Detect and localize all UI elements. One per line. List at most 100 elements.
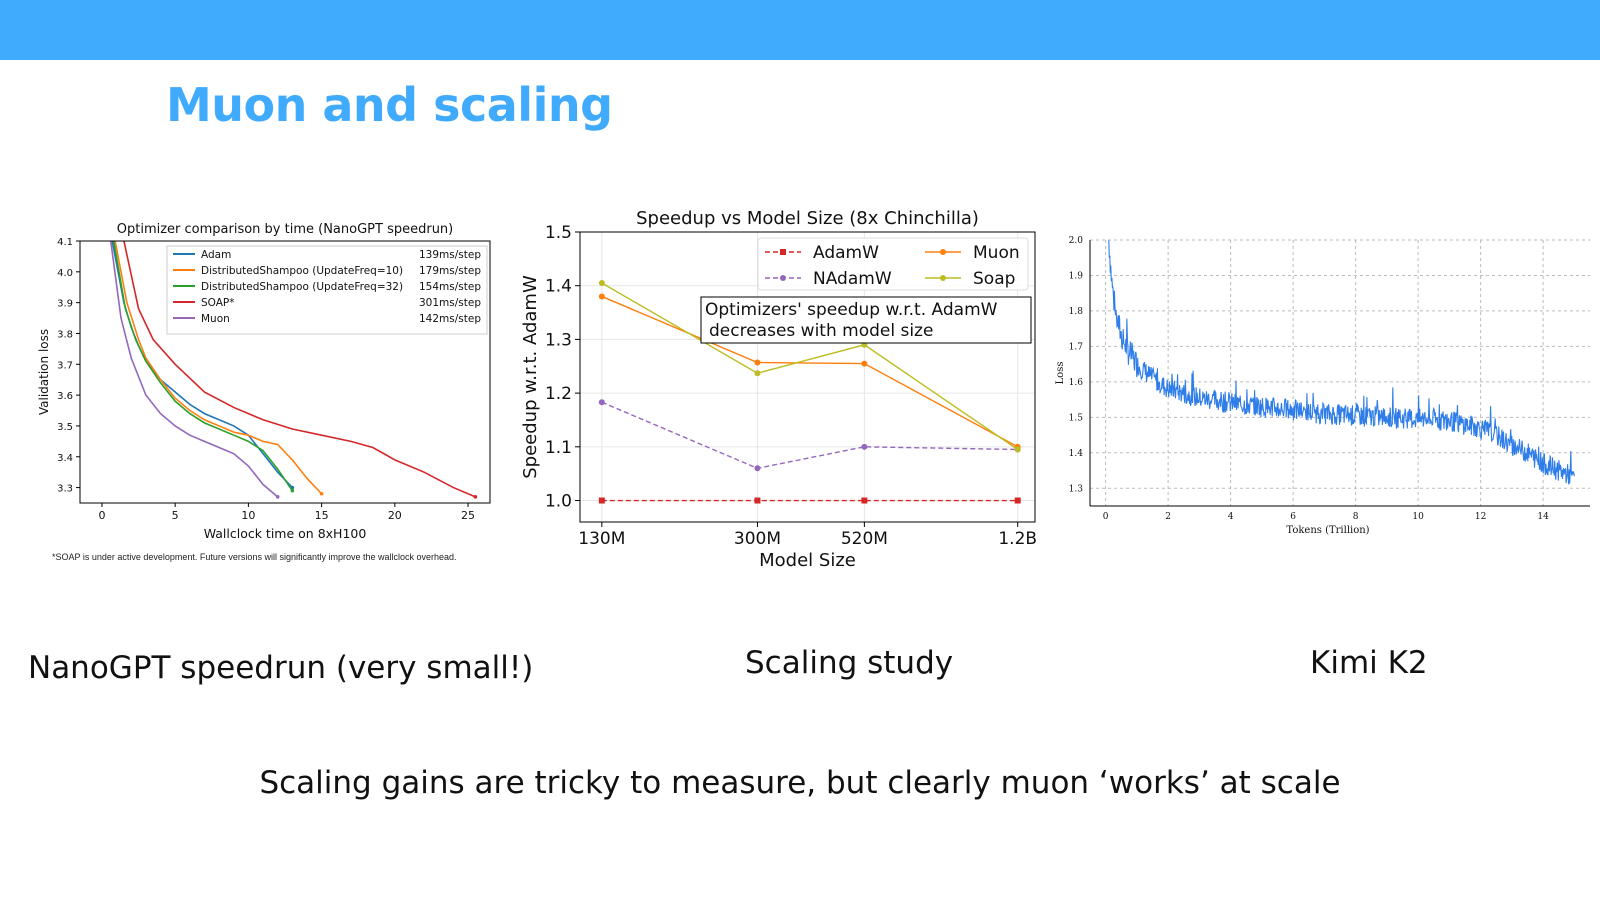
data-point-1-1 (754, 465, 761, 472)
y-tick-label-7: 4.0 (57, 268, 73, 279)
legend-box (166, 245, 488, 335)
caption-scaling-study: Scaling study (745, 645, 954, 681)
y-tick-label-5: 1.8 (1069, 307, 1084, 317)
y-tick-label-2: 1.2 (545, 384, 572, 404)
legend-label-0: AdamW (813, 243, 879, 263)
x-tick-label-4: 8 (1353, 512, 1359, 522)
data-point-3-3 (1014, 446, 1021, 453)
y-tick-label-3: 1.3 (545, 330, 572, 350)
series-end-point-4 (275, 495, 280, 499)
data-point-1-0 (598, 399, 605, 406)
x-axis-label: Tokens (Trillion) (1286, 525, 1369, 536)
x-tick-label-2: 4 (1228, 512, 1234, 522)
series-line-4 (109, 241, 279, 498)
series-line-1 (114, 241, 323, 495)
y-tick-label-5: 3.8 (57, 329, 73, 340)
y-tick-label-6: 1.9 (1069, 271, 1084, 281)
legend-label-3: SOAP* (201, 297, 235, 309)
x-tick-label-3: 15 (315, 509, 329, 522)
series-end-point-3 (473, 495, 478, 499)
legend-marker-0 (780, 249, 786, 255)
y-tick-label-4: 3.7 (57, 360, 73, 371)
legend-label-3: Soap (973, 269, 1015, 289)
legend-label-4: Muon (201, 313, 230, 325)
caption-nanogpt: NanoGPT speedrun (very small!) (28, 650, 534, 686)
data-point-0-2 (861, 497, 868, 504)
y-tick-label-1: 1.4 (1069, 449, 1084, 459)
y-tick-label-5: 1.5 (545, 223, 572, 243)
series-line-2 (112, 241, 293, 492)
series-line-2 (601, 295, 1019, 448)
series-end-point-2 (290, 488, 295, 493)
legend-box (757, 237, 1029, 291)
y-tick-label-0: 1.0 (545, 492, 572, 512)
data-point-2-0 (598, 293, 605, 300)
caption-kimi-k2: Kimi K2 (1310, 645, 1428, 681)
chart-kimi-k2: 0 2 4 6 8 10 12 14 1.3 1.4 1.5 1.6 1.7 1.8 1.9 2.0 Token… (1055, 236, 1590, 536)
series-line-3 (601, 282, 1019, 451)
loss-curve (1108, 240, 1575, 485)
y-tick-label-3: 1.6 (1069, 378, 1084, 388)
x-axis-label: Model Size (759, 550, 856, 571)
y-tick-label-3: 3.6 (57, 391, 73, 402)
y-tick-label-0: 1.3 (1069, 484, 1084, 494)
y-tick-label-7: 2.0 (1069, 236, 1084, 246)
legend-label-1: DistributedShampoo (UpdateFreq=10) (201, 265, 403, 277)
legend-label-1: NAdamW (813, 269, 892, 289)
x-tick-label-1: 2 (1165, 512, 1171, 522)
x-tick-label-3: 6 (1290, 512, 1296, 522)
y-tick-label-8: 4.1 (57, 237, 73, 248)
data-point-3-0 (598, 280, 605, 287)
y-tick-label-2: 1.5 (1069, 413, 1084, 423)
data-point-1-2 (861, 443, 868, 450)
legend-rate-4: 142ms/step (419, 313, 481, 325)
x-tick-label-1: 300M (734, 529, 781, 549)
chart-scaling-study: Speedup vs Model Size (8x Chinchilla) 1.0… (520, 208, 1037, 571)
legend-marker-3 (940, 275, 946, 281)
x-tick-label-0: 0 (1103, 512, 1109, 522)
legend-label-2: Muon (973, 243, 1020, 263)
x-tick-label-4: 20 (388, 509, 402, 522)
chart-footnote: *SOAP is under active development. Futur… (52, 552, 457, 562)
y-tick-label-1: 1.1 (545, 438, 572, 458)
series-line-1 (601, 401, 1018, 470)
top-accent-bar (0, 0, 1600, 60)
y-axis-label: Speedup w.r.t. AdamW (520, 275, 541, 479)
x-tick-label-0: 0 (98, 509, 105, 522)
chart-nanogpt: Optimizer comparison by time (NanoGPT sp… (37, 222, 491, 541)
plot-frame (79, 240, 491, 504)
series-end-point-1 (319, 491, 324, 496)
legend-rate-3: 301ms/step (419, 297, 481, 309)
y-tick-label-6: 3.9 (57, 299, 73, 310)
x-tick-label-1: 5 (172, 509, 179, 522)
slide-title: Muon and scaling (166, 78, 613, 132)
x-tick-label-5: 10 (1412, 512, 1424, 522)
y-tick-label-1: 3.4 (57, 453, 73, 464)
data-point-3-1 (754, 370, 761, 377)
legend-rate-2: 154ms/step (419, 281, 481, 293)
legend-marker-2 (940, 249, 946, 255)
x-tick-label-7: 14 (1537, 512, 1549, 522)
y-tick-label-4: 1.4 (545, 277, 572, 297)
y-tick-label-2: 3.5 (57, 422, 73, 433)
annotation-line-0: Optimizers' speedup w.r.t. AdamW (705, 300, 998, 320)
y-tick-label-0: 3.3 (57, 484, 73, 495)
data-point-0-3 (1014, 497, 1021, 504)
x-tick-label-2: 10 (241, 509, 255, 522)
y-tick-label-4: 1.7 (1069, 342, 1084, 352)
x-tick-label-5: 25 (461, 509, 475, 522)
x-tick-label-0: 130M (578, 529, 625, 549)
legend-rate-0: 139ms/step (419, 249, 481, 261)
data-point-2-1 (754, 359, 761, 366)
legend-label-2: DistributedShampoo (UpdateFreq=32) (201, 281, 403, 293)
y-axis-label: Loss (1055, 362, 1066, 385)
legend-rate-1: 179ms/step (419, 265, 481, 277)
data-point-2-2 (861, 360, 868, 367)
x-tick-label-3: 1.2B (998, 529, 1037, 549)
y-axis-label: Validation loss (37, 329, 51, 415)
chart-title: Speedup vs Model Size (8x Chinchilla) (636, 208, 979, 229)
legend-label-0: Adam (201, 249, 231, 261)
x-axis-label: Wallclock time on 8xH100 (204, 526, 367, 541)
annotation-box (700, 296, 1032, 344)
chart-title: Optimizer comparison by time (NanoGPT sp… (117, 222, 454, 237)
